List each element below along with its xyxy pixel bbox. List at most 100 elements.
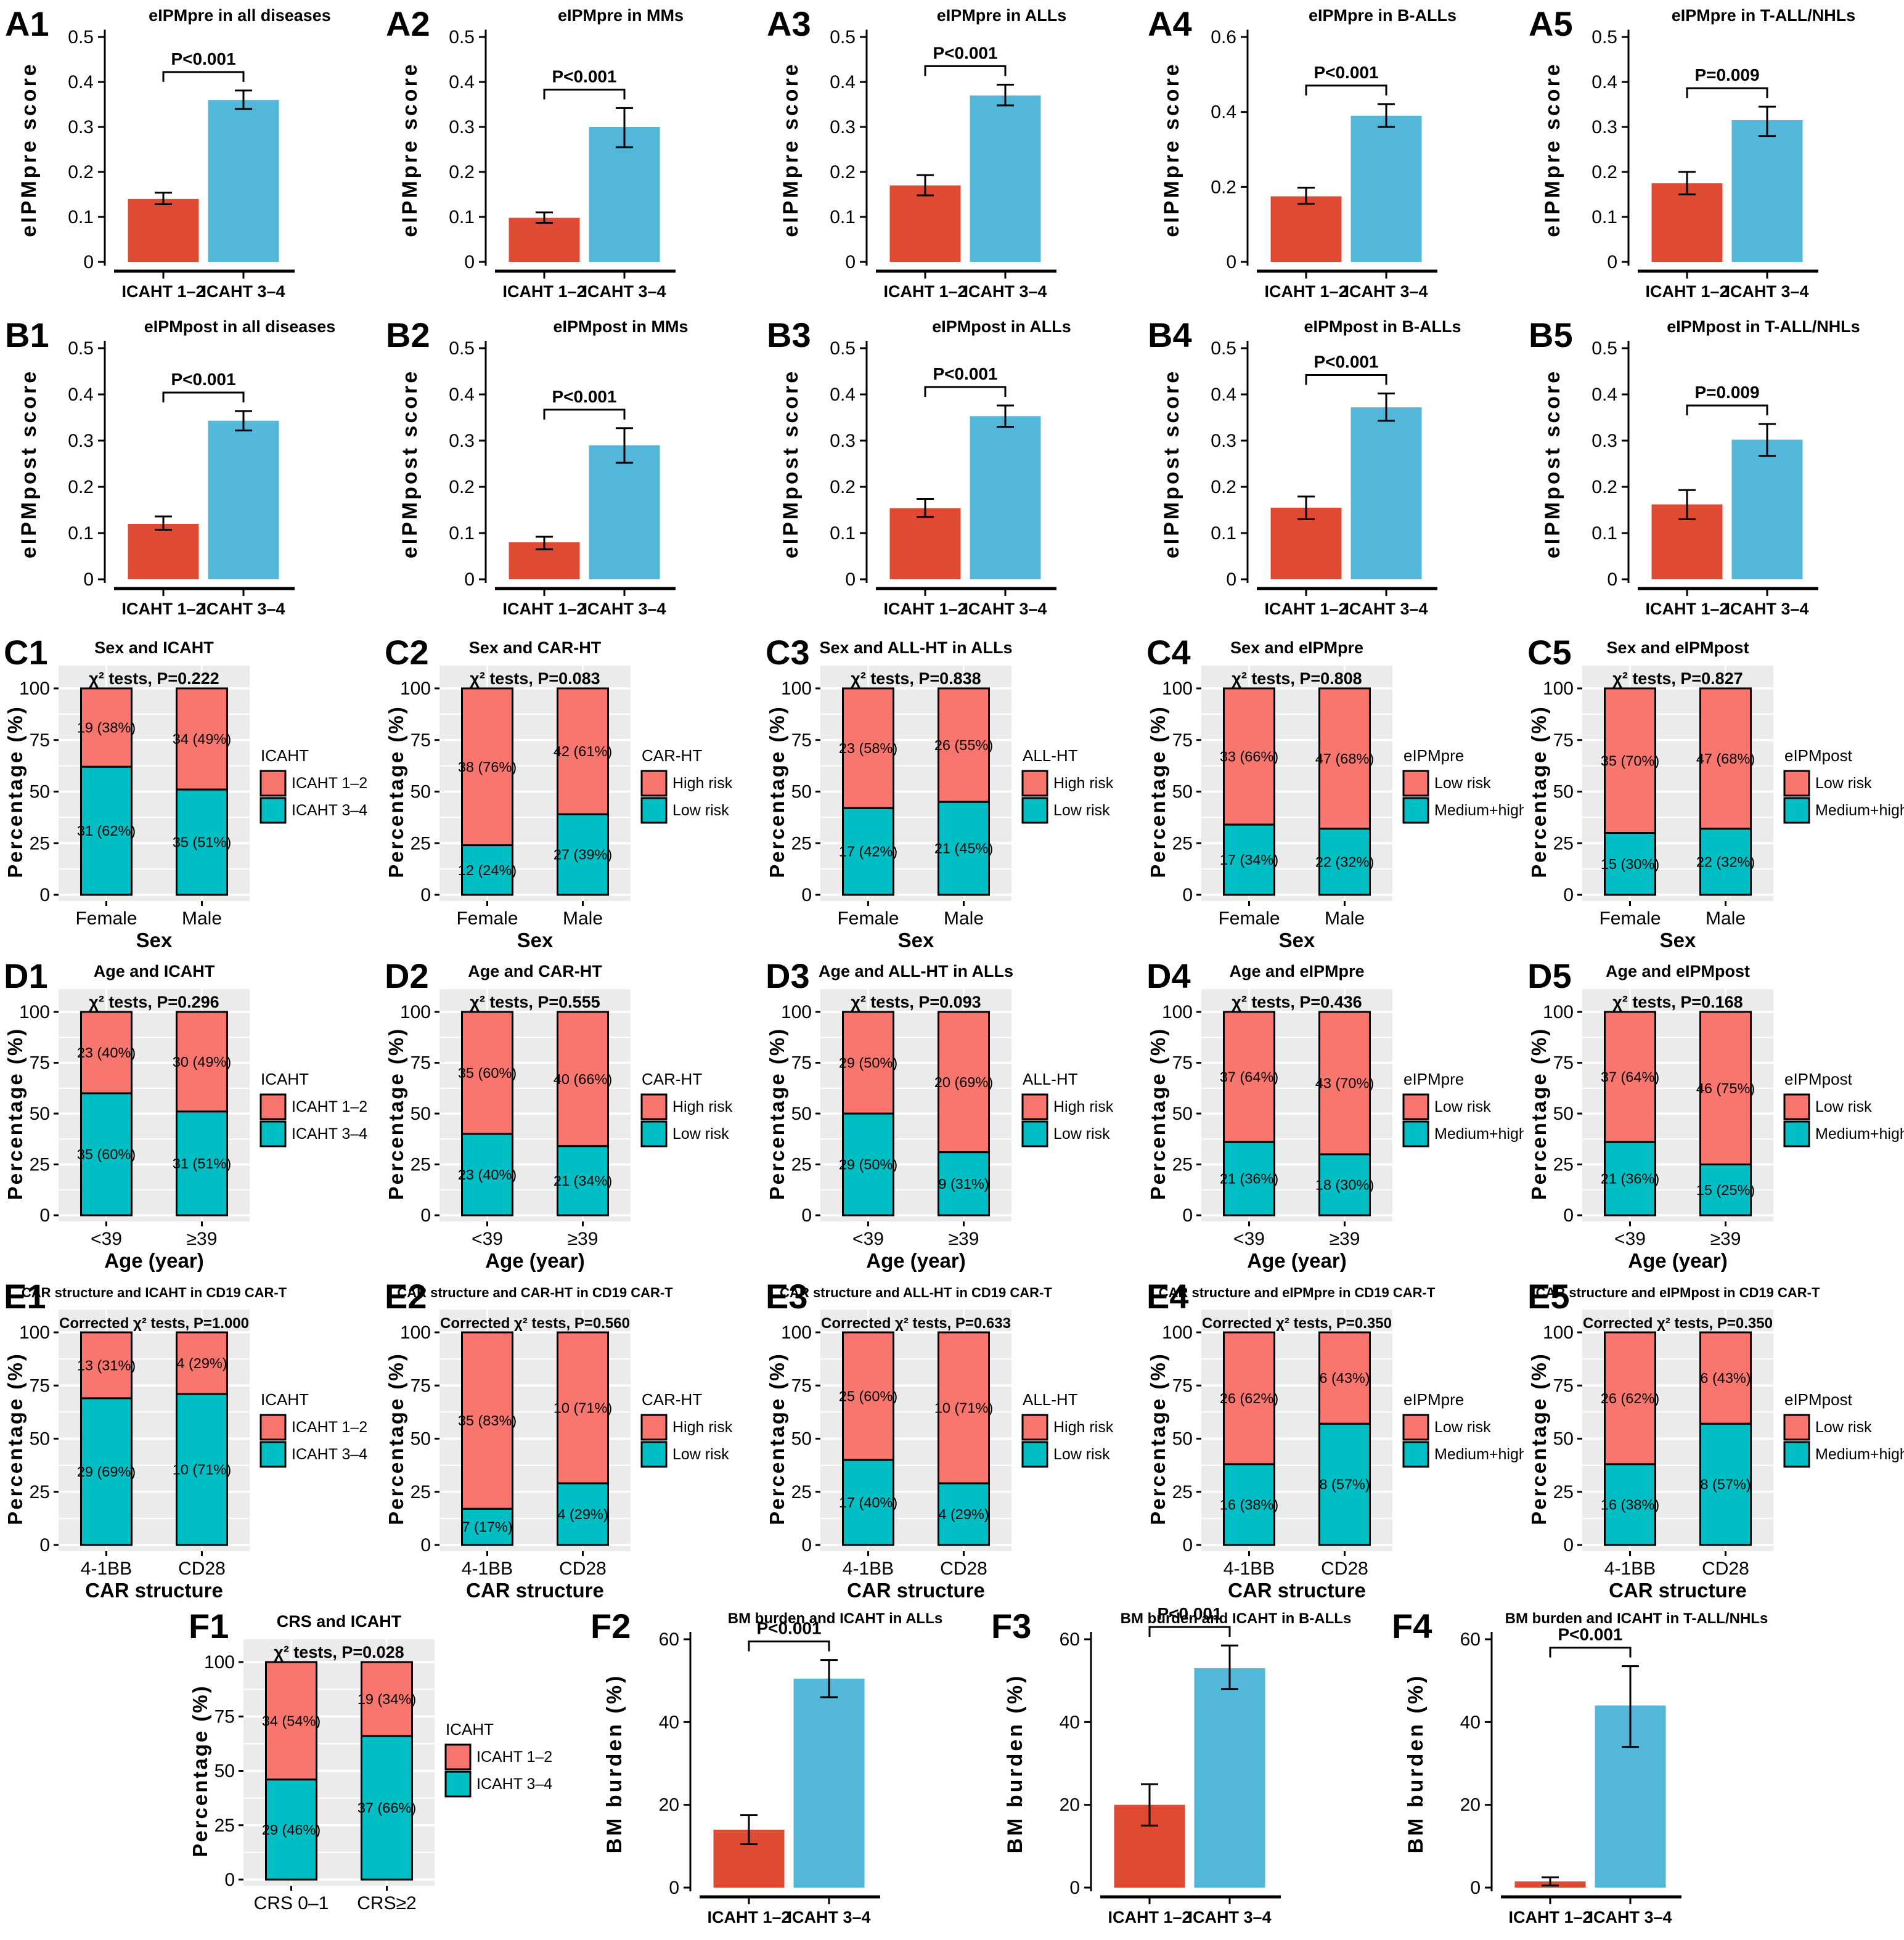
segment-count-label: 4 (29%) [557, 1506, 608, 1522]
y-tick-label: 25 [1553, 1482, 1574, 1502]
y-tick-label: 50 [30, 1104, 50, 1124]
segment-count-label: 10 (71%) [934, 1400, 993, 1416]
stacked-segment-bottom [557, 813, 609, 896]
bar-ICAHT 3–4 [1731, 120, 1803, 262]
y-axis-label: eIPMpost score [779, 369, 803, 558]
y-axis-label: eIPMpost score [398, 369, 422, 558]
y-axis-label: BM burden (%) [1003, 1674, 1027, 1854]
y-tick-label: 0 [1226, 252, 1236, 272]
y-tick-label: 0.4 [1591, 385, 1617, 405]
segment-count-label: 29 (50%) [839, 1055, 897, 1071]
y-tick-label: 100 [400, 1002, 431, 1022]
stacked-segment-bottom [557, 1145, 609, 1217]
x-tick-label: ≥39 [1330, 1229, 1360, 1249]
x-tick-label: ICAHT 1–2 [1645, 600, 1728, 618]
segment-count-label: 15 (25%) [1696, 1182, 1755, 1198]
y-tick-label: 0.1 [830, 207, 856, 227]
segment-count-label: 17 (42%) [839, 844, 897, 860]
segment-count-label: 25 (60%) [839, 1388, 897, 1404]
y-tick-label: 0.4 [1591, 72, 1617, 92]
y-tick-label: 60 [1060, 1629, 1080, 1650]
stacked-segment-bottom [461, 1507, 513, 1546]
legend-title: eIPMpost [1784, 1070, 1853, 1088]
stacked-segment-top [842, 1331, 894, 1461]
panel-title: eIPMpre in B-ALLs [1309, 6, 1457, 25]
x-tick-label: ICAHT 1–2 [1264, 282, 1347, 301]
y-tick-label: 0.3 [1211, 431, 1236, 451]
legend-title: ICAHT [446, 1720, 494, 1738]
panel-B2: B2 eIPMpost in MMs 0 0.1 0.2 0.3 0.4 0.5 eIPMpos… [381, 311, 762, 629]
y-tick-label: 0 [39, 885, 50, 905]
panel-title: eIPMpre in all diseases [149, 6, 331, 25]
panel-title: CRS and ICAHT [277, 1612, 402, 1631]
panel-label: E5 [1527, 1277, 1570, 1316]
bar-ICAHT 3–4 [970, 416, 1041, 579]
x-tick-label: ICAHT 1–2 [502, 600, 586, 618]
y-tick-label: 0.5 [830, 338, 856, 359]
y-tick-label: 25 [791, 1155, 812, 1175]
stacked-segment-top [1223, 687, 1275, 826]
x-tick-label: <39 [852, 1229, 884, 1249]
y-tick-label: 50 [1553, 1104, 1574, 1124]
x-tick-label: ICAHT 3–4 [1725, 600, 1808, 618]
y-axis-label: Percentage (%) [766, 1352, 788, 1525]
y-tick-label: 0 [1607, 569, 1617, 590]
y-tick-label: 20 [1460, 1795, 1481, 1816]
y-tick-label: 0.2 [449, 477, 475, 497]
y-tick-label: 0.1 [68, 207, 94, 227]
legend-swatch [1783, 1441, 1810, 1468]
stacked-segment-top [80, 687, 133, 768]
panel-title: BM burden and ICAHT in ALLs [728, 1610, 942, 1627]
legend-label: Low risk [1053, 802, 1110, 819]
x-tick-label: ICAHT 1–2 [1508, 1908, 1591, 1926]
y-axis-label: Percentage (%) [1146, 705, 1169, 878]
stacked-segment-top [1699, 687, 1752, 830]
legend-label: ICAHT 1–2 [292, 1419, 367, 1436]
figure-row-E: E1 CAR structure and ICAHT in CD19 CAR-T C… [0, 1273, 1904, 1602]
y-tick-label: 0.4 [1211, 102, 1236, 123]
y-tick-label: 75 [791, 730, 812, 751]
segment-count-label: 17 (40%) [839, 1494, 897, 1510]
y-axis-label: eIPMpre score [779, 62, 803, 237]
panel-svg-C3: C3 Sex and ALL-HT in ALLs χ² tests, P=0.83… [766, 633, 1114, 952]
stacked-segment-bottom [1604, 1141, 1656, 1217]
panel-svg-D5: D5 Age and eIPMpost χ² tests, P=0.168 0 25 50… [1527, 956, 1904, 1272]
p-value-label: P<0.001 [933, 364, 997, 383]
x-tick-label: CD28 [1702, 1559, 1749, 1579]
x-tick-label: Female [837, 908, 899, 929]
stacked-segment-top [1604, 687, 1656, 834]
legend-swatch [259, 1093, 287, 1120]
y-tick-label: 0.2 [68, 477, 94, 497]
x-tick-label: ≥39 [1710, 1229, 1741, 1249]
bar-ICAHT 3–4 [1194, 1668, 1265, 1888]
stacked-segment-bottom [842, 1459, 894, 1546]
sig-bracket [1686, 404, 1768, 415]
panel-title: CAR structure and eIPMpre in CD19 CAR-T [1159, 1285, 1436, 1300]
y-axis-label: eIPMpre score [398, 62, 422, 237]
y-tick-label: 0.5 [1211, 338, 1236, 359]
y-tick-label: 25 [791, 833, 812, 854]
legend-swatch [1402, 1441, 1429, 1468]
y-tick-label: 25 [1172, 1155, 1193, 1175]
legend-swatch [1021, 797, 1048, 824]
panel-svg-B2: B2 eIPMpost in MMs 0 0.1 0.2 0.3 0.4 0.5 eIPMpos… [386, 316, 688, 618]
y-axis-label: Percentage (%) [766, 1027, 788, 1200]
panel-A5: A5 eIPMpre in T-ALL/NHLs 0 0.1 0.2 0.3 0.4 0.5 e… [1524, 0, 1904, 311]
panel-svg-A3: A3 eIPMpre in ALLs 0 0.1 0.2 0.3 0.4 0.5 eIPMpre… [767, 4, 1066, 301]
legend-label: Medium+high risk [1434, 1125, 1524, 1143]
legend-label: Medium+high risk [1815, 1446, 1904, 1463]
legend-swatch [1402, 1093, 1429, 1120]
segment-count-label: 46 (75%) [1696, 1080, 1755, 1096]
x-axis-label: CAR structure [847, 1579, 985, 1602]
panel-label: A2 [386, 4, 430, 43]
y-axis-label: Percentage (%) [766, 705, 788, 878]
x-tick-label: Female [1599, 908, 1661, 929]
segment-count-label: 18 (30%) [1315, 1177, 1374, 1193]
segment-count-label: 20 (69%) [934, 1074, 993, 1090]
x-tick-label: ICAHT 3–4 [1344, 600, 1428, 618]
sig-bracket [924, 386, 1007, 397]
y-tick-label: 0.3 [68, 431, 94, 451]
panel-svg-F2: F2 BM burden and ICAHT in ALLs 0 20 40 60 BM b… [590, 1607, 942, 1926]
y-tick-label: 75 [1172, 1376, 1193, 1396]
segment-count-label: 37 (64%) [1220, 1069, 1278, 1085]
